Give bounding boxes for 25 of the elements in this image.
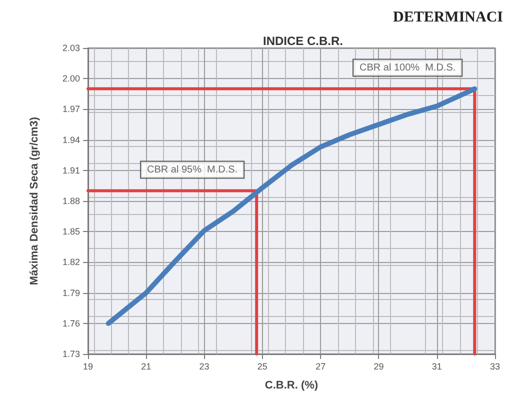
y-tick-label: 1.76 (62, 318, 80, 328)
y-tick-label: 1.94 (62, 134, 80, 145)
x-tick-label: 23 (199, 362, 210, 372)
y-tick-label: 1.97 (62, 104, 80, 114)
chart-title: INDICE C.B.R. (262, 34, 344, 48)
x-tick-label: 21 (141, 362, 152, 372)
y-tick-label: 1.88 (62, 196, 80, 206)
annotation: CBR al 100% M.D.S. (359, 62, 456, 74)
x-tick-label: 27 (316, 362, 326, 372)
text: DETERMINACI (392, 10, 504, 26)
y-tick-label: 1.73 (62, 349, 80, 359)
x-tick-label: 33 (490, 362, 500, 372)
y-tick-label: 1.82 (62, 257, 80, 268)
x-tick-label: 29 (374, 362, 384, 372)
x-tick-label: 25 (257, 362, 268, 372)
annotation: CBR al 95% M.D.S. (147, 164, 238, 176)
x-axis-title: C.B.R. (%) (264, 380, 318, 392)
y-tick-label: 2.03 (62, 43, 80, 53)
y-tick-label: 1.85 (62, 226, 80, 237)
y-tick-label: 1.91 (62, 165, 80, 176)
y-tick-label: 1.79 (62, 288, 80, 298)
x-tick-label: 19 (82, 362, 94, 372)
y-axis-title: Máxima Densidad Seca (gr/cm3) (28, 116, 40, 286)
y-tick-label: 2.00 (62, 74, 80, 84)
x-tick-label: 31 (432, 362, 442, 372)
